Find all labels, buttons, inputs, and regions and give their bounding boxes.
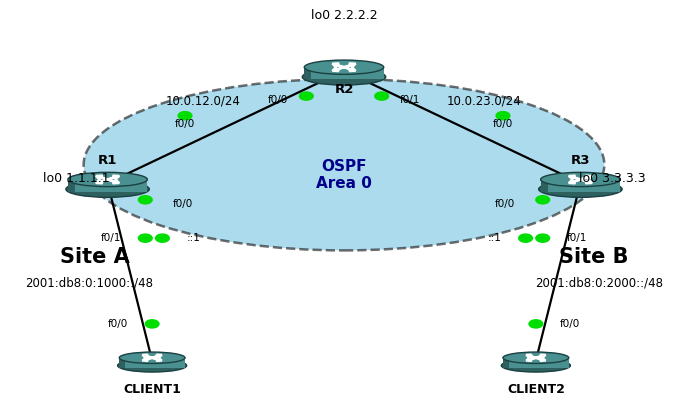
Text: CLIENT1: CLIENT1 bbox=[123, 383, 181, 396]
Ellipse shape bbox=[302, 69, 386, 85]
Circle shape bbox=[529, 320, 543, 328]
Text: ::1: ::1 bbox=[488, 233, 502, 243]
Text: f0/0: f0/0 bbox=[175, 119, 195, 129]
Circle shape bbox=[375, 92, 389, 100]
FancyArrow shape bbox=[96, 179, 108, 183]
FancyBboxPatch shape bbox=[304, 68, 384, 79]
FancyArrow shape bbox=[526, 355, 536, 358]
FancyBboxPatch shape bbox=[68, 180, 75, 192]
Text: R1: R1 bbox=[98, 154, 117, 167]
FancyArrow shape bbox=[152, 355, 162, 358]
Text: CLIENT2: CLIENT2 bbox=[507, 383, 565, 396]
FancyArrow shape bbox=[580, 175, 592, 180]
Ellipse shape bbox=[541, 172, 620, 187]
Ellipse shape bbox=[502, 359, 570, 372]
FancyArrow shape bbox=[96, 175, 108, 180]
FancyArrow shape bbox=[142, 358, 152, 361]
FancyArrow shape bbox=[152, 358, 162, 361]
Ellipse shape bbox=[118, 359, 186, 372]
Circle shape bbox=[138, 196, 152, 204]
FancyBboxPatch shape bbox=[119, 358, 185, 367]
Circle shape bbox=[496, 112, 510, 120]
Text: Site A: Site A bbox=[60, 247, 129, 266]
Text: lo0 1.1.1.1: lo0 1.1.1.1 bbox=[43, 173, 109, 185]
Text: f0/0: f0/0 bbox=[493, 119, 513, 129]
Ellipse shape bbox=[304, 60, 384, 74]
Text: 10.0.23.0/24: 10.0.23.0/24 bbox=[447, 95, 522, 108]
FancyArrow shape bbox=[536, 358, 546, 361]
FancyBboxPatch shape bbox=[503, 358, 569, 367]
FancyBboxPatch shape bbox=[304, 68, 312, 79]
Text: f0/1: f0/1 bbox=[400, 95, 420, 105]
FancyArrow shape bbox=[580, 179, 592, 183]
FancyArrow shape bbox=[332, 63, 344, 67]
Text: 2001:db8:0:1000::/48: 2001:db8:0:1000::/48 bbox=[25, 277, 153, 290]
FancyArrow shape bbox=[142, 355, 152, 358]
FancyArrow shape bbox=[344, 63, 356, 67]
FancyBboxPatch shape bbox=[541, 180, 620, 192]
Text: f0/1: f0/1 bbox=[101, 233, 121, 243]
FancyArrow shape bbox=[344, 67, 356, 71]
Ellipse shape bbox=[66, 181, 149, 197]
Circle shape bbox=[519, 234, 533, 242]
FancyArrow shape bbox=[569, 179, 581, 183]
Text: ::1: ::1 bbox=[186, 233, 200, 243]
Text: Site B: Site B bbox=[559, 247, 628, 266]
Text: R2: R2 bbox=[334, 83, 354, 96]
FancyBboxPatch shape bbox=[68, 180, 147, 192]
Ellipse shape bbox=[539, 181, 622, 197]
Text: f0/0: f0/0 bbox=[560, 319, 580, 329]
Text: f0/0: f0/0 bbox=[173, 199, 193, 209]
Ellipse shape bbox=[503, 352, 569, 363]
FancyArrow shape bbox=[107, 175, 119, 180]
Text: f0/1: f0/1 bbox=[567, 233, 587, 243]
Circle shape bbox=[536, 234, 550, 242]
FancyBboxPatch shape bbox=[119, 358, 125, 367]
Circle shape bbox=[155, 234, 169, 242]
Circle shape bbox=[536, 196, 550, 204]
Text: f0/0: f0/0 bbox=[108, 319, 128, 329]
FancyBboxPatch shape bbox=[503, 358, 509, 367]
Circle shape bbox=[145, 320, 159, 328]
FancyArrow shape bbox=[569, 175, 581, 180]
Text: 2001:db8:0:2000::/48: 2001:db8:0:2000::/48 bbox=[535, 277, 663, 290]
FancyArrow shape bbox=[107, 179, 119, 183]
Circle shape bbox=[178, 112, 192, 120]
Circle shape bbox=[299, 92, 313, 100]
Text: 10.0.12.0/24: 10.0.12.0/24 bbox=[166, 95, 241, 108]
FancyBboxPatch shape bbox=[541, 180, 548, 192]
Text: lo0 3.3.3.3: lo0 3.3.3.3 bbox=[579, 173, 645, 185]
Circle shape bbox=[138, 234, 152, 242]
FancyArrow shape bbox=[332, 67, 344, 71]
FancyArrow shape bbox=[536, 355, 546, 358]
Text: OSPF
Area 0: OSPF Area 0 bbox=[316, 159, 372, 191]
Ellipse shape bbox=[68, 172, 147, 187]
Ellipse shape bbox=[84, 79, 604, 250]
Text: f0/0: f0/0 bbox=[495, 199, 515, 209]
Text: R3: R3 bbox=[570, 154, 590, 167]
Text: lo0 2.2.2.2: lo0 2.2.2.2 bbox=[311, 9, 377, 22]
FancyArrow shape bbox=[526, 358, 536, 361]
Text: f0/0: f0/0 bbox=[268, 95, 288, 105]
Ellipse shape bbox=[119, 352, 185, 363]
